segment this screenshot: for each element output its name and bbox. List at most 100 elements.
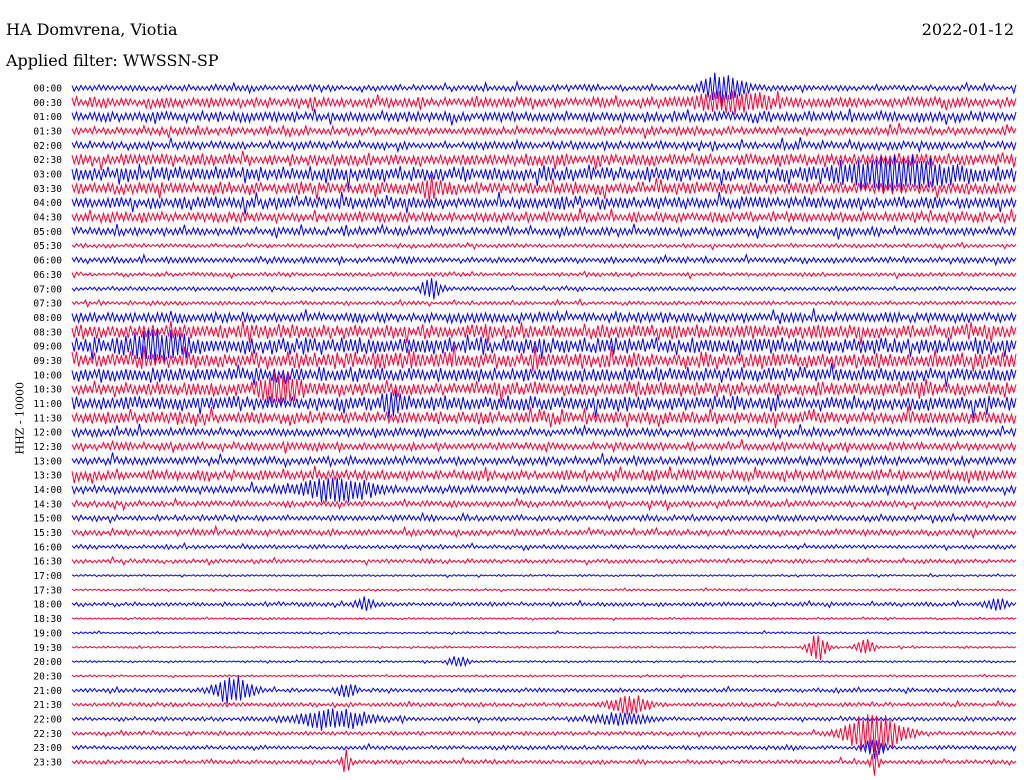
trace-1200: [71, 423, 1017, 441]
row-label-2130: 21:30: [33, 700, 62, 711]
row-label-0900: 09:00: [33, 342, 62, 353]
trace-1300: [71, 452, 1017, 469]
row-label-0030: 00:30: [33, 98, 62, 109]
row-label-0130: 01:30: [33, 127, 62, 138]
row-label-1900: 19:00: [33, 628, 62, 639]
row-label-0330: 03:30: [33, 184, 62, 195]
trace-0830: [71, 320, 1017, 345]
trace-0330: [71, 174, 1017, 202]
row-label-1800: 18:00: [33, 600, 62, 611]
row-label-0630: 06:30: [33, 270, 62, 281]
trace-2000: [71, 656, 1017, 668]
trace-1100: [71, 390, 1017, 419]
trace-0930: [71, 344, 1017, 372]
row-label-1300: 13:00: [33, 456, 62, 467]
row-label-1030: 10:30: [33, 385, 62, 396]
trace-0630: [71, 270, 1017, 280]
row-label-0200: 02:00: [33, 141, 62, 152]
row-label-1000: 10:00: [33, 370, 62, 381]
row-label-0230: 02:30: [33, 155, 62, 166]
trace-2200: [71, 708, 1017, 731]
trace-1630: [71, 555, 1017, 567]
filter-label: Applied filter: WWSSN-SP: [6, 51, 219, 70]
trace-1800: [71, 596, 1017, 611]
row-label-2000: 20:00: [33, 657, 62, 668]
row-label-0830: 08:30: [33, 327, 62, 338]
row-label-0000: 00:00: [33, 84, 62, 95]
trace-1430: [71, 496, 1017, 512]
trace-1900: [71, 630, 1017, 636]
trace-0600: [71, 253, 1017, 267]
row-label-1600: 16:00: [33, 542, 62, 553]
trace-0800: [71, 308, 1017, 325]
row-label-1530: 15:30: [33, 528, 62, 539]
row-label-2330: 23:30: [33, 757, 62, 768]
row-label-1930: 19:30: [33, 643, 62, 654]
row-label-2230: 22:30: [33, 729, 62, 740]
trace-1330: [71, 465, 1017, 484]
row-label-2100: 21:00: [33, 686, 62, 697]
trace-0100: [71, 108, 1017, 126]
trace-0300: [71, 154, 1017, 192]
row-label-0100: 01:00: [33, 112, 62, 123]
row-label-2030: 20:30: [33, 671, 62, 682]
row-label-1700: 17:00: [33, 571, 62, 582]
trace-0230: [71, 150, 1017, 171]
trace-1730: [71, 587, 1017, 593]
trace-0430: [71, 207, 1017, 225]
trace-1830: [71, 616, 1017, 622]
row-label-1130: 11:30: [33, 413, 62, 424]
date-title: 2022-01-12: [921, 20, 1014, 39]
row-label-1730: 17:30: [33, 585, 62, 596]
row-label-0530: 05:30: [33, 241, 62, 252]
trace-0000: [71, 72, 1017, 107]
row-label-1330: 13:30: [33, 471, 62, 482]
row-label-0430: 04:30: [33, 213, 62, 224]
trace-1500: [71, 511, 1017, 525]
row-label-0800: 08:00: [33, 313, 62, 324]
trace-1700: [71, 572, 1017, 579]
row-label-0500: 05:00: [33, 227, 62, 238]
trace-0500: [71, 222, 1017, 240]
station-title: HA Domvrena, Viotia: [6, 20, 178, 39]
trace-2330: [71, 749, 1017, 776]
row-label-1230: 12:30: [33, 442, 62, 453]
trace-1400: [71, 477, 1017, 503]
row-label-2300: 23:00: [33, 743, 62, 754]
trace-2230: [71, 714, 1017, 754]
trace-0730: [71, 297, 1017, 309]
trace-0700: [71, 277, 1017, 300]
trace-1230: [71, 439, 1017, 455]
trace-0200: [71, 137, 1017, 154]
trace-0530: [71, 241, 1017, 251]
trace-1600: [71, 541, 1017, 552]
trace-0030: [71, 90, 1017, 115]
row-label-1200: 12:00: [33, 428, 62, 439]
trace-0900: [71, 328, 1017, 363]
row-label-1400: 14:00: [33, 485, 62, 496]
row-label-1430: 14:30: [33, 499, 62, 510]
trace-1930: [71, 635, 1017, 660]
trace-0400: [71, 191, 1017, 215]
row-label-0600: 06:00: [33, 256, 62, 267]
row-label-2200: 22:00: [33, 714, 62, 725]
row-label-0930: 09:30: [33, 356, 62, 367]
trace-2130: [71, 695, 1017, 716]
row-label-1830: 18:30: [33, 614, 62, 625]
trace-1130: [71, 405, 1017, 428]
row-label-1630: 16:30: [33, 557, 62, 568]
trace-2300: [71, 739, 1017, 759]
row-label-0400: 04:00: [33, 198, 62, 209]
trace-2100: [71, 676, 1017, 705]
trace-1530: [71, 524, 1017, 540]
trace-1030: [71, 371, 1017, 406]
trace-2030: [71, 673, 1017, 679]
row-label-1100: 11:00: [33, 399, 62, 410]
row-label-0700: 07:00: [33, 284, 62, 295]
trace-1000: [71, 362, 1017, 387]
row-label-0300: 03:00: [33, 170, 62, 181]
row-label-0730: 07:30: [33, 299, 62, 310]
row-label-1500: 15:00: [33, 514, 62, 525]
trace-0130: [71, 122, 1017, 139]
